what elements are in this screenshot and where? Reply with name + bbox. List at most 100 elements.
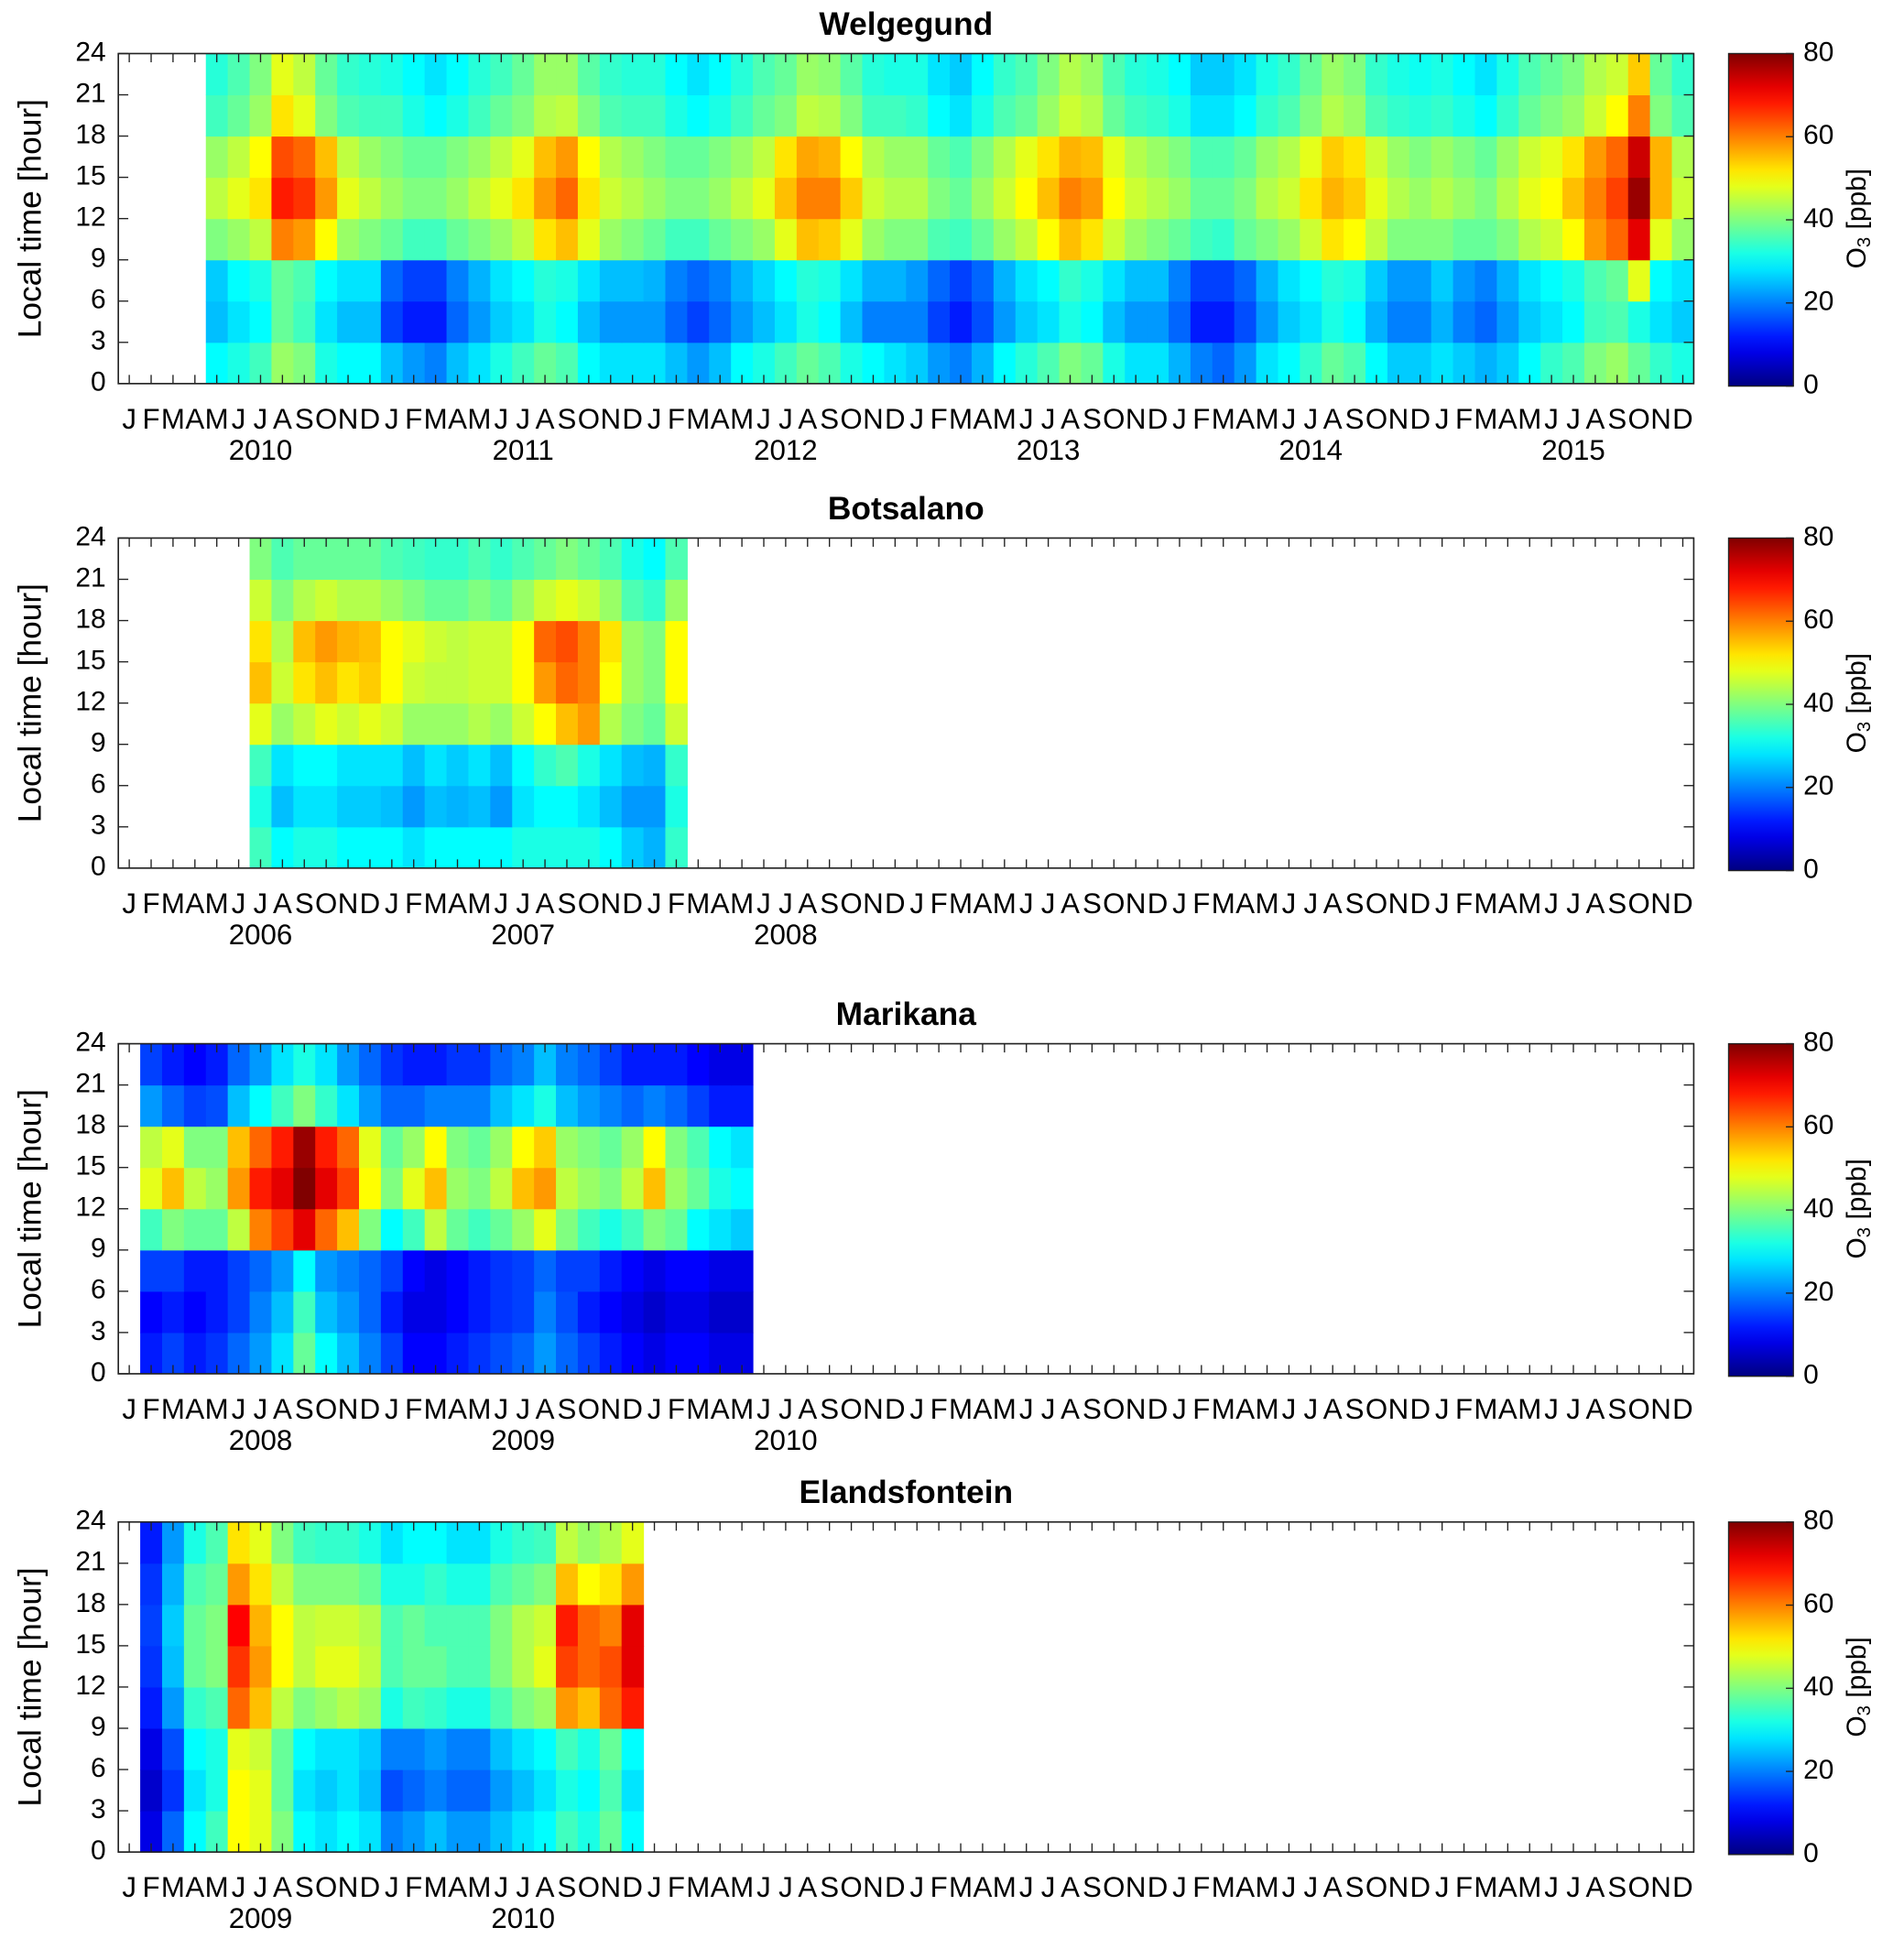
x-tick-label: O — [578, 1393, 600, 1425]
heatmap-cell — [337, 1126, 360, 1169]
heatmap-cell — [402, 1167, 426, 1210]
heatmap-cell — [643, 744, 667, 787]
x-tick-label: J — [516, 403, 530, 435]
x-tick-label: J — [1041, 1871, 1056, 1903]
heatmap-cell — [687, 136, 710, 179]
heatmap-cell — [1037, 259, 1061, 302]
heatmap-cell — [359, 1126, 382, 1169]
heatmap-cell — [337, 579, 360, 622]
heatmap-cell — [512, 177, 535, 220]
heatmap-cell — [950, 94, 973, 137]
heatmap-cell — [468, 1686, 491, 1729]
heatmap-cell — [424, 1084, 448, 1127]
heatmap-cell — [1234, 218, 1257, 261]
heatmap-cell — [1365, 94, 1388, 137]
heatmap-cell — [1256, 300, 1279, 343]
heatmap-cell — [359, 661, 382, 704]
heatmap-cell — [665, 579, 688, 622]
heatmap-cell — [621, 1290, 645, 1334]
heatmap-cell — [1605, 259, 1629, 302]
x-tick-label: A — [1235, 1393, 1255, 1425]
heatmap-cell — [402, 1084, 426, 1127]
y-tick-label: 9 — [91, 244, 106, 274]
x-tick-label: J — [778, 1871, 793, 1903]
heatmap-cell — [1474, 177, 1497, 220]
x-tick-label: A — [1498, 1393, 1518, 1425]
heatmap-cell — [599, 1769, 623, 1812]
x-tick-label: J — [1303, 403, 1318, 435]
heatmap-cell — [337, 1686, 360, 1729]
x-tick-label: O — [1103, 1871, 1125, 1903]
heatmap-cell — [1147, 136, 1170, 179]
x-tick-label: S — [1607, 887, 1626, 920]
x-tick-label: F — [1455, 1393, 1473, 1425]
heatmap-cell — [731, 1084, 754, 1127]
heatmap-cell — [161, 1208, 185, 1251]
x-tick-label: J — [778, 1393, 793, 1425]
heatmap-cell — [380, 1208, 404, 1251]
heatmap-cell — [468, 1208, 491, 1251]
heatmap-cell — [993, 94, 1017, 137]
heatmap-cell — [1431, 300, 1454, 343]
heatmap-cell — [315, 1727, 338, 1770]
year-label: 2007 — [491, 919, 555, 951]
heatmap-cell — [249, 218, 272, 261]
x-tick-label: A — [536, 887, 555, 920]
heatmap-cell — [1627, 136, 1651, 179]
heatmap-cell — [249, 136, 272, 179]
heatmap-cell — [249, 1208, 272, 1251]
heatmap-cell — [380, 579, 404, 622]
heatmap-cell — [1387, 177, 1410, 220]
heatmap-cell — [1081, 259, 1104, 302]
heatmap-cell — [1103, 177, 1126, 220]
heatmap-cell — [599, 579, 623, 622]
colorbar-tick-label: 80 — [1803, 37, 1833, 67]
heatmap-cell — [446, 702, 470, 746]
heatmap-cell — [1344, 259, 1366, 302]
heatmap-cell — [512, 94, 535, 137]
heatmap-cell — [1583, 177, 1607, 220]
x-tick-label: M — [161, 1393, 185, 1425]
colorbar-label-part: 3 — [1855, 1227, 1875, 1237]
heatmap-cell — [665, 702, 688, 746]
heatmap-cell — [1234, 94, 1257, 137]
heatmap-cell — [359, 1769, 382, 1812]
x-tick-label: O — [1103, 1393, 1125, 1425]
heatmap-cell — [556, 1686, 579, 1729]
heatmap-cell — [577, 1563, 601, 1606]
heatmap-cell — [556, 1563, 579, 1606]
x-tick-label: A — [448, 887, 467, 920]
heatmap-cell — [950, 300, 973, 343]
heatmap-cell — [840, 177, 864, 220]
heatmap-cell — [774, 177, 798, 220]
heatmap-cell — [534, 1563, 557, 1606]
colorbar-label-part: [ppb] — [1842, 169, 1872, 237]
y-tick-label: 9 — [91, 1712, 106, 1742]
y-tick-label: 3 — [91, 811, 106, 841]
x-tick-label: M — [993, 1871, 1017, 1903]
heatmap-cell — [577, 1769, 601, 1812]
heatmap-cell — [249, 1126, 272, 1169]
x-tick-label: A — [798, 403, 817, 435]
heatmap-cell — [643, 1290, 667, 1334]
heatmap-cell — [249, 1604, 272, 1647]
x-tick-label: O — [315, 1393, 337, 1425]
heatmap-cell — [446, 1167, 470, 1210]
colorbar-label: O3 [ppb] — [1842, 1637, 1876, 1737]
heatmap-cell — [665, 1126, 688, 1169]
heatmap-cell — [337, 1208, 360, 1251]
heatmap-cell — [1496, 300, 1519, 343]
year-label: 2013 — [1017, 434, 1081, 466]
x-tick-label: J — [756, 403, 771, 435]
heatmap-cell — [1583, 94, 1607, 137]
y-axis-label: Local time [hour] — [13, 1089, 49, 1328]
heatmap-cell — [183, 1769, 207, 1812]
x-tick-label: M — [424, 403, 448, 435]
heatmap-cell — [140, 1167, 163, 1210]
x-tick-label: A — [185, 887, 204, 920]
heatmap-cell — [140, 1126, 163, 1169]
year-label: 2009 — [229, 1902, 293, 1934]
x-tick-label: D — [885, 887, 906, 920]
colorbar-label: O3 [ppb] — [1842, 169, 1876, 268]
heatmap-cell — [534, 1084, 557, 1127]
